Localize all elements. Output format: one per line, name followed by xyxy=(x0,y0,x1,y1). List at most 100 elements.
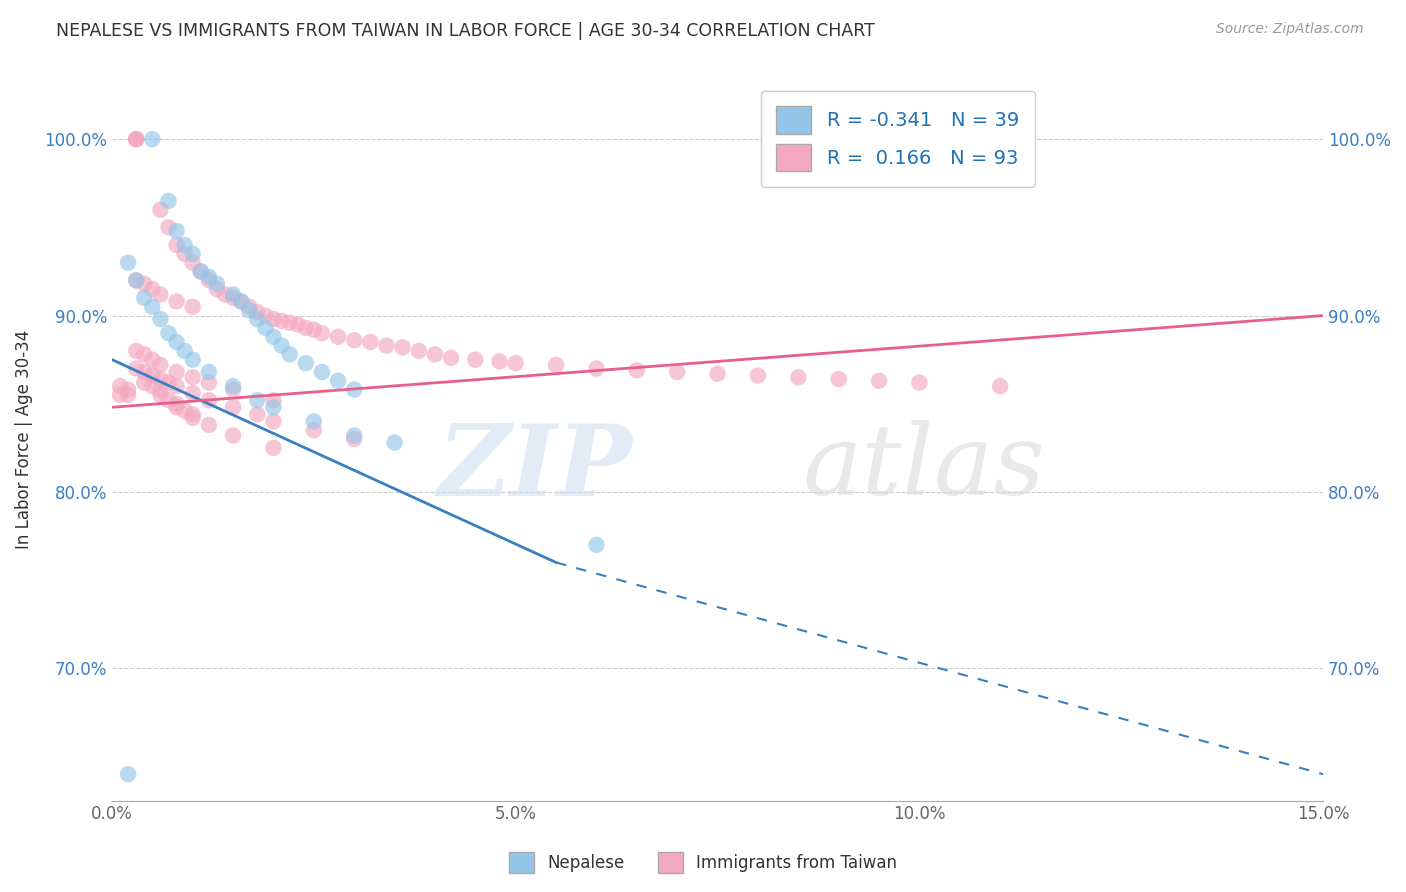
Point xyxy=(222,287,245,301)
Point xyxy=(134,347,156,361)
Point xyxy=(238,300,260,314)
Point xyxy=(173,238,195,252)
Point xyxy=(125,273,148,287)
Point xyxy=(287,318,309,332)
Point xyxy=(125,132,148,146)
Point xyxy=(117,767,139,781)
Legend: Nepalese, Immigrants from Taiwan: Nepalese, Immigrants from Taiwan xyxy=(502,846,904,880)
Point xyxy=(262,393,284,408)
Point xyxy=(262,401,284,415)
Point xyxy=(231,294,253,309)
Point xyxy=(391,340,413,354)
Point xyxy=(343,428,366,442)
Point xyxy=(908,376,931,390)
Point xyxy=(827,372,849,386)
Point xyxy=(125,132,148,146)
Point xyxy=(326,329,349,343)
Point xyxy=(988,379,1011,393)
Text: NEPALESE VS IMMIGRANTS FROM TAIWAN IN LABOR FORCE | AGE 30-34 CORRELATION CHART: NEPALESE VS IMMIGRANTS FROM TAIWAN IN LA… xyxy=(56,22,875,40)
Point xyxy=(464,352,486,367)
Point xyxy=(262,329,284,343)
Point xyxy=(157,376,180,390)
Point xyxy=(134,291,156,305)
Point xyxy=(149,202,172,217)
Point xyxy=(166,294,188,309)
Point xyxy=(222,401,245,415)
Point xyxy=(166,397,188,411)
Point xyxy=(222,379,245,393)
Text: atlas: atlas xyxy=(803,420,1045,516)
Point xyxy=(141,282,163,296)
Point xyxy=(166,365,188,379)
Point xyxy=(214,287,236,301)
Point xyxy=(134,365,156,379)
Point xyxy=(166,401,188,415)
Point xyxy=(157,393,180,408)
Point xyxy=(108,379,131,393)
Point xyxy=(173,247,195,261)
Point xyxy=(125,343,148,358)
Point xyxy=(222,428,245,442)
Y-axis label: In Labor Force | Age 30-34: In Labor Force | Age 30-34 xyxy=(15,329,32,549)
Point xyxy=(222,291,245,305)
Point xyxy=(166,334,188,349)
Point xyxy=(141,379,163,393)
Point xyxy=(198,269,221,284)
Point xyxy=(149,312,172,326)
Point xyxy=(326,374,349,388)
Point xyxy=(181,352,204,367)
Point xyxy=(302,423,325,437)
Point xyxy=(205,282,228,296)
Point xyxy=(423,347,446,361)
Point xyxy=(173,404,195,418)
Point xyxy=(198,417,221,432)
Point xyxy=(198,376,221,390)
Point xyxy=(262,441,284,455)
Point xyxy=(375,338,398,352)
Point xyxy=(181,300,204,314)
Point xyxy=(262,414,284,428)
Point xyxy=(294,356,316,370)
Point xyxy=(294,321,316,335)
Point xyxy=(141,132,163,146)
Point xyxy=(166,379,188,393)
Point xyxy=(787,370,810,384)
Point xyxy=(134,277,156,291)
Point xyxy=(166,238,188,252)
Point xyxy=(302,414,325,428)
Point xyxy=(585,361,607,376)
Point xyxy=(262,312,284,326)
Point xyxy=(181,255,204,269)
Point xyxy=(157,220,180,235)
Point xyxy=(868,374,890,388)
Point xyxy=(149,358,172,372)
Point xyxy=(270,338,292,352)
Point xyxy=(505,356,527,370)
Point xyxy=(149,372,172,386)
Point xyxy=(149,287,172,301)
Point xyxy=(238,303,260,318)
Point xyxy=(246,305,269,319)
Point xyxy=(149,388,172,402)
Point xyxy=(173,343,195,358)
Point xyxy=(157,194,180,208)
Point xyxy=(544,358,567,372)
Point xyxy=(108,388,131,402)
Point xyxy=(626,363,648,377)
Point xyxy=(117,255,139,269)
Point xyxy=(488,354,510,368)
Point xyxy=(343,432,366,446)
Point xyxy=(302,323,325,337)
Point xyxy=(198,273,221,287)
Point xyxy=(181,386,204,401)
Point xyxy=(117,388,139,402)
Point xyxy=(246,393,269,408)
Point xyxy=(270,314,292,328)
Point xyxy=(198,393,221,408)
Point xyxy=(198,365,221,379)
Point xyxy=(181,408,204,422)
Point xyxy=(181,247,204,261)
Point xyxy=(134,376,156,390)
Point xyxy=(254,309,277,323)
Point xyxy=(408,343,430,358)
